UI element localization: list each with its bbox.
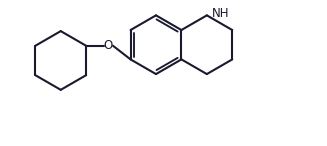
Text: O: O — [104, 39, 113, 52]
Text: NH: NH — [212, 7, 229, 20]
